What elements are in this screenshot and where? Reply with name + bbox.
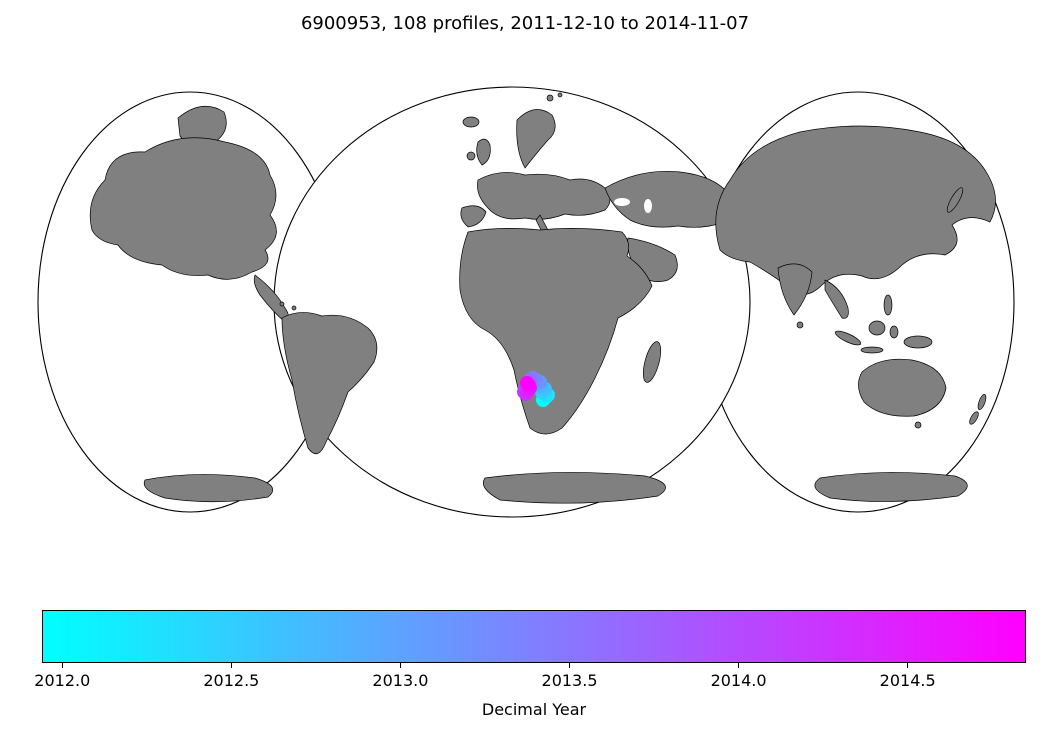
landmass-australia — [858, 358, 947, 417]
landmass-scandinavia — [516, 109, 556, 169]
colorbar-tick: 2013.0 — [372, 663, 428, 690]
island-svalbard — [546, 94, 554, 102]
island-caribbean — [291, 305, 297, 311]
island-ireland — [466, 151, 476, 161]
colorbar-tick-label: 2013.0 — [372, 671, 429, 690]
colorbar-tick-label: 2012.5 — [203, 671, 260, 690]
landmass-north-america — [89, 137, 277, 280]
colorbar-tick: 2013.5 — [541, 663, 598, 690]
colorbar-tick: 2012.0 — [34, 663, 90, 690]
island-caribbean — [279, 301, 285, 307]
landmass-indochina — [824, 279, 849, 319]
island-sumatra — [834, 330, 862, 346]
colorbar-tick-label: 2013.5 — [541, 671, 598, 690]
island-iceland — [462, 116, 480, 128]
figure-title: 6900953, 108 profiles, 2011-12-10 to 201… — [300, 13, 750, 34]
colorbar-tick: 2014.0 — [711, 663, 767, 690]
colorbar-tick-label: 2014.0 — [710, 671, 767, 690]
caspian-sea — [644, 199, 652, 213]
landmass-india — [777, 263, 813, 316]
island-new-guinea — [903, 335, 933, 349]
island-borneo — [868, 320, 886, 336]
colorbar-tick-mark — [568, 663, 570, 668]
colorbar-tick-mark — [61, 663, 63, 668]
colorbar-tick-mark — [907, 663, 909, 668]
island-new-zealand-north — [977, 394, 987, 410]
island-sulawesi — [889, 325, 899, 339]
landmass-europe — [477, 172, 611, 220]
profile-point — [520, 376, 534, 390]
island-tasmania — [914, 421, 922, 429]
colorbar-tick-label: 2012.0 — [34, 671, 91, 690]
colorbar-tick: 2012.5 — [203, 663, 259, 690]
landmasses — [89, 92, 996, 504]
island-svalbard — [557, 92, 563, 98]
colorbar-tick-label: 2014.5 — [879, 671, 936, 690]
landmass-antarctica-center — [482, 472, 666, 504]
colorbar-tick-mark — [230, 663, 232, 668]
landmass-south-america — [281, 312, 378, 455]
colorbar — [42, 610, 1026, 663]
landmass-antarctica-east — [814, 472, 968, 502]
landmass-iberia — [460, 205, 487, 228]
island-britain — [476, 138, 491, 166]
profile-scatter — [517, 371, 555, 407]
colorbar-tick: 2014.5 — [880, 663, 936, 690]
island-java — [860, 346, 884, 354]
island-new-zealand-south — [969, 411, 979, 425]
landmass-antarctica-west — [143, 474, 274, 503]
colorbar-axis-label: Decimal Year — [481, 700, 587, 719]
island-philippines — [883, 294, 893, 316]
colorbar-ticks: 2012.0 2012.5 2013.0 2013.5 2014.0 2014.5 — [34, 663, 1026, 693]
world-map — [37, 86, 1015, 518]
island-sri-lanka — [796, 321, 804, 329]
island-japan — [946, 187, 964, 213]
colorbar-tick-mark — [399, 663, 401, 668]
landmass-africa — [459, 228, 653, 435]
island-madagascar — [642, 341, 662, 383]
colorbar-tick-mark — [738, 663, 740, 668]
black-sea — [614, 198, 630, 206]
